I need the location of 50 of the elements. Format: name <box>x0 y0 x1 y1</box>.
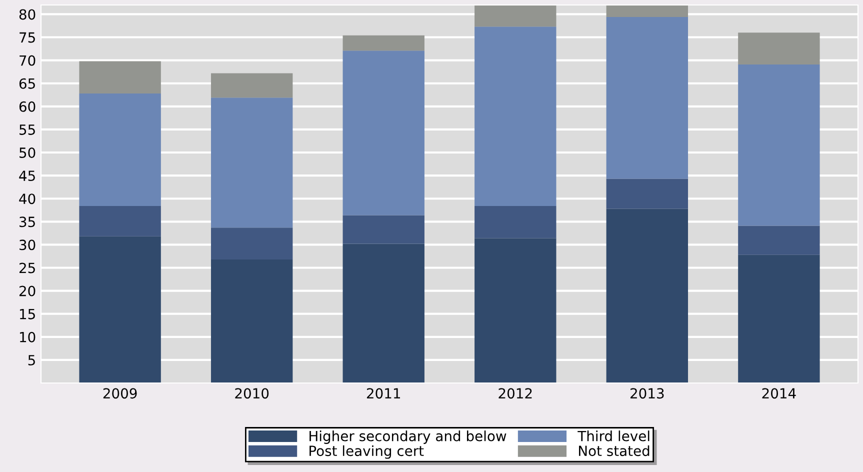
bar <box>210 228 293 260</box>
bar <box>79 206 161 236</box>
bar <box>474 238 556 383</box>
x-tick-label: 2009 <box>103 388 137 399</box>
y-tick-label: 75 <box>20 32 35 43</box>
bar <box>738 64 820 226</box>
bar <box>606 16 688 179</box>
y-tick-label: 10 <box>20 332 36 342</box>
bar <box>606 178 688 209</box>
y-tick-label: 50 <box>20 147 36 158</box>
legend-label: Third level <box>578 430 650 442</box>
x-tick-label: 2012 <box>498 388 532 399</box>
y-tick-label: 20 <box>19 286 36 296</box>
x-tick-label: 2010 <box>235 388 269 399</box>
y-tick-label: 55 <box>20 124 35 135</box>
bar <box>474 26 556 206</box>
bar <box>342 215 424 244</box>
bar <box>210 98 293 228</box>
bar <box>606 5 688 17</box>
y-tick-label: 45 <box>19 170 35 182</box>
y-tick-label: 35 <box>20 216 35 228</box>
bar <box>342 35 424 51</box>
y-tick-label: 15 <box>20 309 35 320</box>
y-tick-label: 30 <box>20 240 36 250</box>
bar <box>79 94 161 206</box>
bar <box>342 244 424 383</box>
bar <box>342 50 424 216</box>
y-tick-label: 5 <box>28 355 35 366</box>
bar <box>79 61 161 94</box>
bar <box>738 254 820 383</box>
bar <box>474 5 556 27</box>
y-tick-label: 65 <box>19 78 35 89</box>
legend-label: Higher secondary and below <box>310 430 506 444</box>
y-tick-label: 40 <box>19 194 36 204</box>
x-tick-label: 2013 <box>630 388 664 399</box>
bar <box>79 236 161 383</box>
y-tick-label: 70 <box>20 55 36 66</box>
x-tick-label: 2014 <box>762 388 796 399</box>
legend-label: Not stated <box>579 445 650 456</box>
bar <box>474 206 556 238</box>
bar <box>738 32 820 64</box>
bar <box>606 208 688 383</box>
y-tick-label: 80 <box>19 9 36 20</box>
bar <box>210 259 293 383</box>
y-tick-label: 25 <box>19 262 35 274</box>
bar <box>210 73 293 98</box>
x-tick-label: 2011 <box>366 388 400 399</box>
legend-label: Post leaving cert <box>310 445 424 459</box>
y-tick-label: 60 <box>19 101 36 112</box>
bar <box>738 226 820 255</box>
